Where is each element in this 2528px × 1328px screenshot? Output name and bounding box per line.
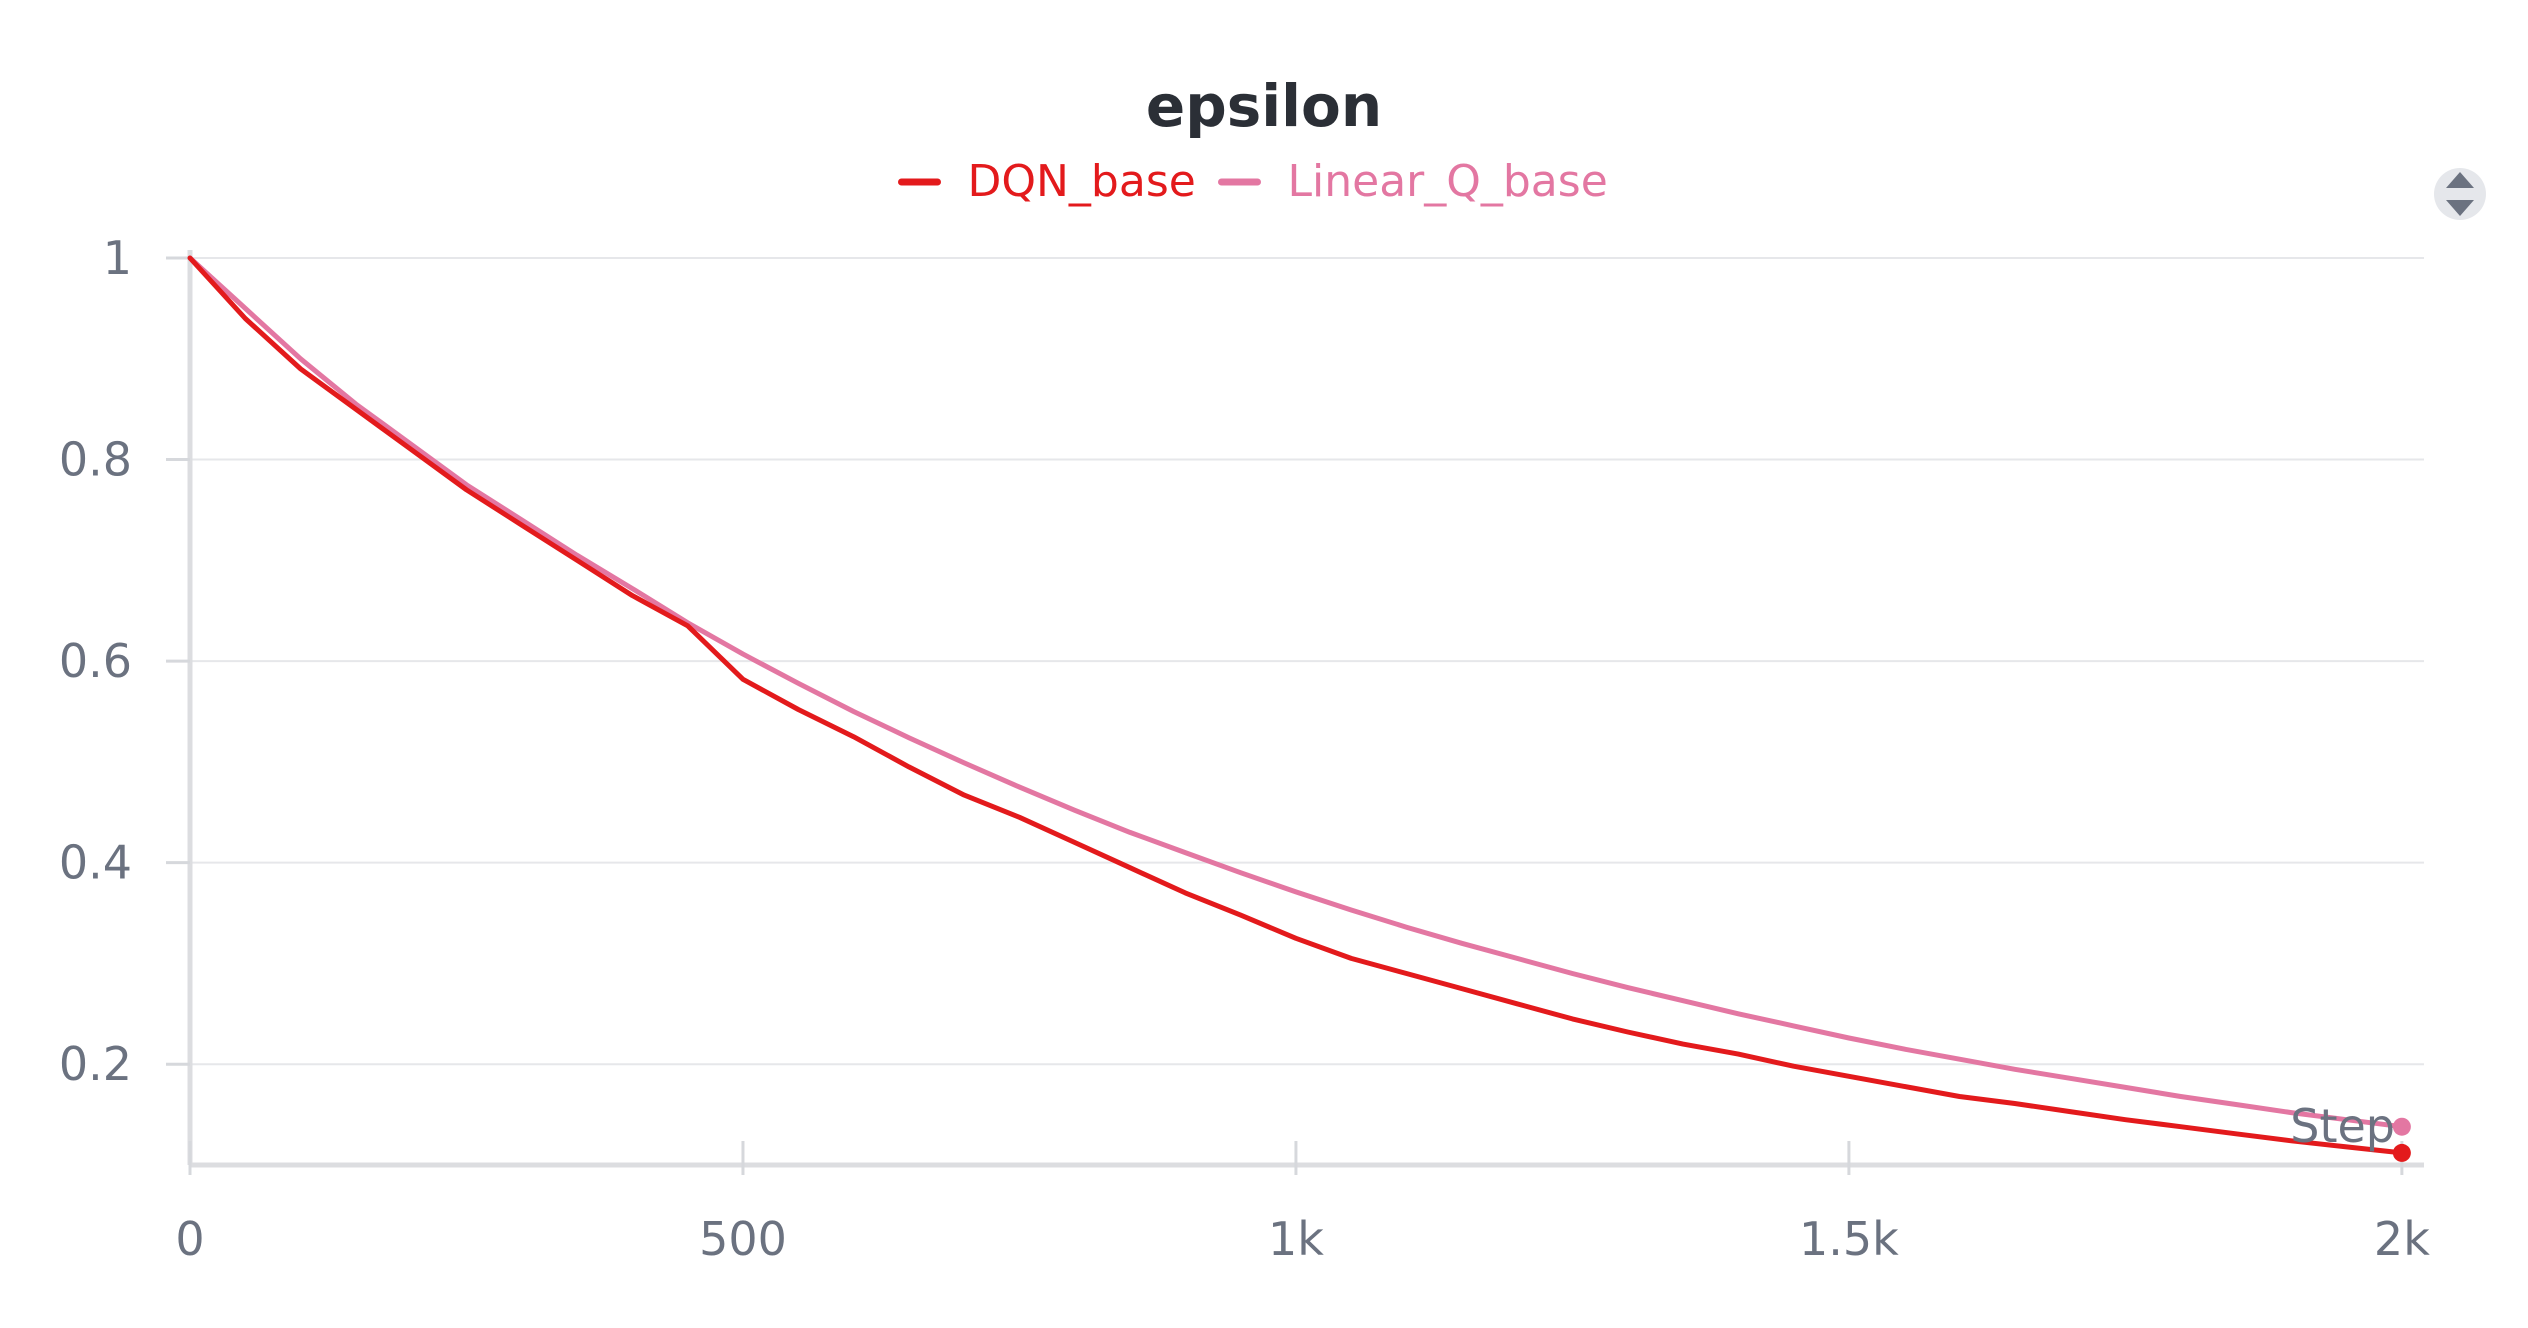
grip-handle-bg [2434,168,2486,220]
y-tick-label: 0.2 [59,1037,132,1091]
grid-lines [190,257,2424,1066]
legend: DQN_base Linear_Q_base [898,156,1608,207]
series-end-point-DQN_base [2392,1143,2411,1162]
grip-handle-icon[interactable] [2434,168,2486,220]
x-tick-label: 1.5k [1799,1212,1899,1266]
x-tick-label: 1k [1268,1212,1324,1266]
legend-label: Linear_Q_base [1288,156,1608,207]
y-tick-label: 0.8 [59,433,132,487]
legend-label: DQN_base [968,156,1196,207]
y-axis-ticks: 0.2 0.4 0.6 0.8 1 [59,231,190,1091]
series-layer [187,255,2411,1162]
x-tick-label: 0 [175,1212,204,1266]
x-axis-ticks: 0 500 1k 1.5k 2k [175,1141,2430,1266]
series-line-Linear_Q_base [187,255,2405,1130]
grip-down-arrow [2446,200,2474,216]
axes [187,250,2424,1168]
x-tick-label: 500 [699,1212,787,1266]
series-line-DQN_base [187,255,2405,1156]
chart-title: epsilon [1146,72,1382,140]
y-tick-label: 0.6 [59,634,132,688]
y-tick-label: 1 [103,231,132,285]
y-tick-label: 0.4 [59,836,132,890]
x-tick-label: 2k [2374,1212,2430,1266]
grip-up-arrow [2446,172,2474,188]
x-axis-label: Step [2290,1099,2395,1153]
legend-item-DQN_base[interactable]: DQN_base [898,156,1196,207]
series-end-point-Linear_Q_base [2392,1117,2411,1136]
legend-item-Linear_Q_base[interactable]: Linear_Q_base [1218,156,1608,207]
